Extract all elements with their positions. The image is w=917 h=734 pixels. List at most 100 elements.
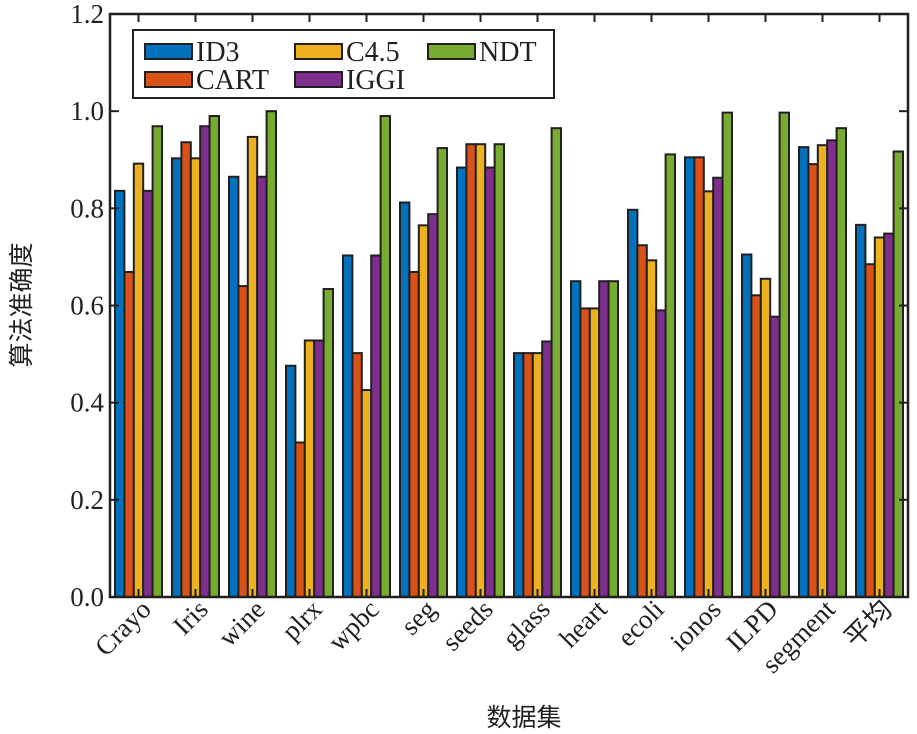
y-tick-label: 0.4 [70,388,104,418]
bar-cart-0 [123,270,135,598]
bar-ndt-0 [151,125,164,598]
legend-label-ndt: NDT [479,37,537,68]
legend-swatch-ndt [427,43,476,60]
legend-label-cart: CART [196,65,269,96]
bar-ndt-9 [664,153,676,599]
bar-iggi-12 [826,139,838,598]
bars-layer [114,110,904,599]
bar-iggi-6 [484,166,496,598]
x-tick-label: ecoli [611,594,669,652]
legend-label-c45: C4.5 [346,37,400,68]
x-tick-label: glass [496,594,555,653]
x-tick-label: ionos [664,594,727,657]
legend-box [132,29,555,99]
bar-iggi-8 [598,280,610,598]
x-tick-label: Iris [167,594,214,641]
bar-c45-4 [360,389,373,598]
bar-c45-13 [873,236,886,598]
bar-iggi-4 [370,254,382,598]
y-axis-title: 算法准确度 [7,242,36,367]
ticks-layer [110,13,908,598]
bar-iggi-5 [427,213,439,598]
legend-swatch-cart [144,71,193,88]
bar-cart-8 [579,307,591,598]
bar-iggi-7 [541,340,553,598]
bar-c45-6 [474,143,487,598]
legend-swatch-iggi [294,71,343,88]
bar-id3-0 [114,189,126,599]
bar-ndt-13 [892,150,904,598]
bar-ndt-10 [721,111,733,598]
bar-ndt-11 [778,111,790,598]
bar-cart-12 [807,163,819,598]
legend-label-id3: ID3 [196,37,240,68]
bar-id3-11 [741,253,753,599]
bar-c45-3 [303,339,316,598]
bar-cart-7 [522,352,534,598]
bar-c45-12 [816,144,829,599]
bar-c45-0 [132,162,145,599]
bar-id3-9 [627,208,639,598]
bar-c45-2 [246,135,259,598]
bar-id3-8 [570,280,582,598]
bar-c45-5 [417,224,430,598]
x-tick-label: seeds [436,594,499,657]
bar-id3-6 [456,166,468,598]
y-tick-label: 0.6 [70,291,104,321]
bar-id3-3 [285,364,297,599]
bar-iggi-10 [712,176,724,598]
bar-cart-5 [408,270,420,598]
bar-id3-2 [228,175,240,598]
y-tick-label: 0.0 [70,582,104,612]
bar-c45-1 [189,157,202,598]
bar-ndt-2 [265,110,278,599]
bar-ndt-3 [322,287,335,598]
bar-ndt-6 [493,143,506,598]
bar-cart-4 [351,352,363,598]
bar-id3-13 [855,223,867,599]
x-tick-label: plrx [276,594,328,646]
bar-ndt-1 [208,115,221,599]
bar-iggi-3 [313,339,325,598]
bar-c45-8 [588,307,601,598]
bar-c45-7 [531,352,544,598]
bar-cart-9 [636,244,648,599]
bar-iggi-11 [769,315,781,598]
legend: ID3 C4.5 NDT CART IGGI [132,29,555,99]
bar-iggi-0 [142,189,154,599]
bar-ndt-7 [550,127,562,598]
legend-label-iggi: IGGI [346,65,405,96]
bar-cart-3 [294,441,306,598]
bar-id3-7 [513,352,525,598]
y-tick-labels: 0.0 0.2 0.4 0.6 0.8 1.0 1.2 [70,0,104,612]
y-tick-label: 0.2 [70,485,104,515]
bar-c45-9 [645,259,658,598]
bar-id3-5 [399,201,411,598]
bar-cart-2 [237,285,249,598]
bar-id3-1 [171,157,183,598]
x-tick-label: wpbc [322,594,385,657]
bar-ndt-5 [436,147,449,598]
x-tick-label: heart [553,594,613,654]
bar-id3-4 [342,254,354,598]
bar-id3-12 [798,146,810,598]
legend-swatch-id3 [144,43,193,60]
bar-id3-10 [684,156,696,598]
bar-cart-1 [180,141,192,598]
bar-ndt-8 [607,280,619,598]
bar-cart-10 [693,156,705,598]
x-tick-label: wine [212,594,270,652]
bar-iggi-2 [256,175,268,598]
bar-ndt-12 [835,127,847,598]
x-axis-title: 数据集 [486,703,561,732]
bar-cart-11 [750,294,762,598]
x-tick-label: 平均 [838,594,897,653]
y-tick-label: 1.2 [70,0,104,29]
bar-c45-10 [702,190,715,598]
x-tick-label: seg [395,594,442,641]
bar-cart-6 [465,143,477,598]
bar-c45-11 [759,277,772,598]
bar-ndt-4 [379,115,392,599]
